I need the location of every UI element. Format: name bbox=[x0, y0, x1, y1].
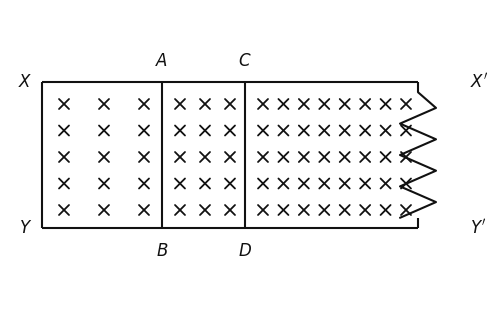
Text: $B$: $B$ bbox=[156, 242, 168, 260]
Text: $X'$: $X'$ bbox=[470, 73, 488, 91]
Text: $D$: $D$ bbox=[238, 242, 252, 260]
Text: $Y$: $Y$ bbox=[19, 219, 32, 237]
Text: $A$: $A$ bbox=[156, 52, 168, 70]
Text: $C$: $C$ bbox=[238, 52, 252, 70]
Text: $Y'$: $Y'$ bbox=[470, 219, 486, 237]
Text: $X$: $X$ bbox=[18, 73, 32, 91]
